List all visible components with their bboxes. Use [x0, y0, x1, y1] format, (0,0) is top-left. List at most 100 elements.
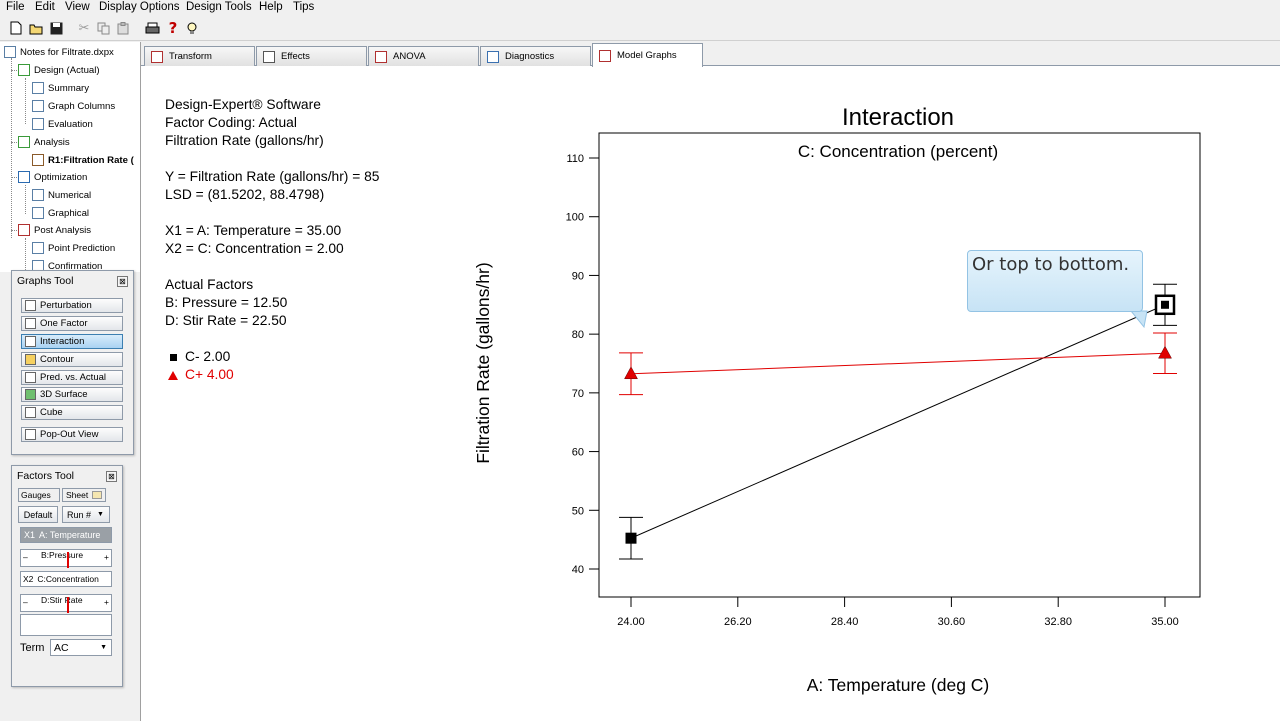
- x1-temperature-row[interactable]: X1 A: Temperature: [20, 527, 112, 543]
- tree-item-post-analysis[interactable]: Post Analysis: [18, 222, 91, 238]
- x-tick-label: 32.80: [1044, 616, 1072, 628]
- pressure-slider-handle[interactable]: [67, 552, 69, 568]
- cube-icon: [25, 407, 36, 418]
- y-tick-label: 60: [572, 447, 584, 459]
- tree-item-graph-columns[interactable]: Graph Columns: [32, 98, 115, 114]
- perturbation-button[interactable]: Perturbation: [21, 298, 123, 313]
- interaction-chart: Interaction C: Concentration (percent) A: …: [473, 104, 1201, 695]
- sheet-tab[interactable]: Sheet: [62, 488, 106, 502]
- data-point: [1158, 345, 1172, 359]
- tree-item-point-prediction[interactable]: Point Prediction: [32, 240, 115, 256]
- tree-item-optimization[interactable]: Optimization: [18, 169, 87, 185]
- save-icon[interactable]: [48, 20, 64, 36]
- menu-design-tools[interactable]: Design Tools: [186, 1, 252, 13]
- info-line: B: Pressure = 12.50: [165, 295, 288, 310]
- triangle-marker-icon: [168, 370, 178, 380]
- x-tick-label: 30.60: [938, 616, 966, 628]
- pressure-slider[interactable]: – B:Pressure +: [20, 549, 112, 568]
- paste-icon[interactable]: [116, 20, 132, 36]
- info-line: Actual Factors: [165, 277, 254, 292]
- help-icon[interactable]: ?: [168, 19, 178, 37]
- series-line: [630, 304, 1166, 539]
- tab-bar: Transform Effects ANOVA Diagnostics Mode…: [141, 42, 1280, 67]
- main-panel: Transform Effects ANOVA Diagnostics Mode…: [140, 42, 1280, 721]
- info-line: X1 = A: Temperature = 35.00: [165, 223, 342, 238]
- factor-blank-field: [20, 614, 112, 636]
- one-factor-button[interactable]: One Factor: [21, 316, 123, 331]
- run-number-dropdown[interactable]: Run # ▼: [62, 506, 110, 523]
- x2-concentration-row[interactable]: X2 C:Concentration: [20, 571, 112, 587]
- effects-icon: [263, 50, 275, 63]
- graphical-icon: [32, 207, 44, 219]
- tree-item-design[interactable]: Design (Actual): [18, 62, 100, 78]
- chevron-down-icon: ▼: [97, 511, 104, 518]
- y-tick-label: 100: [566, 212, 584, 224]
- term-label: Term: [20, 642, 45, 654]
- tab-model-graphs[interactable]: Model Graphs: [592, 43, 703, 67]
- 3d-surface-button[interactable]: 3D Surface: [21, 387, 123, 402]
- info-line: D: Stir Rate = 22.50: [165, 313, 287, 328]
- default-button[interactable]: Default: [18, 506, 58, 523]
- term-dropdown[interactable]: AC ▼: [50, 639, 112, 656]
- factors-tool-title: Factors Tool: [17, 470, 74, 482]
- open-folder-icon[interactable]: [28, 20, 44, 36]
- interaction-button[interactable]: Interaction: [21, 334, 123, 349]
- tree-root-notes[interactable]: Notes for Filtrate.dxpx: [4, 44, 114, 60]
- tab-effects[interactable]: Effects: [256, 46, 367, 66]
- y-tick-label: 50: [572, 505, 584, 517]
- contour-button[interactable]: Contour: [21, 352, 123, 367]
- tree-item-graphical[interactable]: Graphical: [32, 205, 89, 221]
- menu-help[interactable]: Help: [259, 1, 283, 13]
- tree-item-confirmation[interactable]: Confirmation: [32, 258, 102, 272]
- pred-vs-actual-button[interactable]: Pred. vs. Actual: [21, 370, 123, 385]
- factors-tool-panel: Factors Tool ⊠ Gauges Sheet Default Run …: [11, 465, 123, 687]
- menu-view[interactable]: View: [65, 1, 90, 13]
- menu-display-options[interactable]: Display Options: [99, 1, 180, 13]
- menu-file[interactable]: File: [6, 1, 25, 13]
- perturbation-icon: [25, 300, 36, 311]
- copy-icon[interactable]: [96, 20, 112, 36]
- one-factor-icon: [25, 318, 36, 329]
- cut-icon[interactable]: ✂: [78, 20, 90, 36]
- close-icon[interactable]: ⊠: [117, 276, 128, 287]
- tab-diagnostics[interactable]: Diagnostics: [480, 46, 591, 66]
- tree-item-numerical[interactable]: Numerical: [32, 187, 91, 203]
- new-file-icon[interactable]: [8, 20, 24, 36]
- cube-button[interactable]: Cube: [21, 405, 123, 420]
- chart-subtitle: C: Concentration (percent): [798, 142, 998, 161]
- gauges-tab[interactable]: Gauges: [18, 488, 60, 502]
- tip-bulb-icon[interactable]: [184, 20, 200, 36]
- data-point: [1161, 300, 1169, 309]
- x-tick-label: 24.00: [617, 616, 645, 628]
- data-point: [624, 366, 638, 380]
- y-tick-label: 90: [572, 270, 584, 282]
- tab-anova[interactable]: ANOVA: [368, 46, 479, 66]
- tab-transform[interactable]: Transform: [144, 46, 255, 66]
- x-axis-label: A: Temperature (deg C): [807, 675, 990, 695]
- navigation-tree: Notes for Filtrate.dxpx Design (Actual) …: [0, 42, 140, 272]
- info-line: Filtration Rate (gallons/hr): [165, 133, 324, 148]
- menu-edit[interactable]: Edit: [35, 1, 55, 13]
- tree-item-summary[interactable]: Summary: [32, 80, 89, 96]
- menu-tips[interactable]: Tips: [293, 1, 315, 13]
- analysis-icon: [18, 136, 30, 148]
- tree-item-analysis[interactable]: Analysis: [18, 134, 70, 150]
- 3d-surface-icon: [25, 389, 36, 400]
- x-tick-label: 26.20: [724, 616, 752, 628]
- stir-rate-slider-handle[interactable]: [67, 597, 69, 613]
- print-icon[interactable]: [144, 20, 160, 36]
- graphs-tool-panel: Graphs Tool ⊠ Perturbation One Factor In…: [11, 270, 134, 455]
- tree-item-r1-filtration-rate[interactable]: R1:Filtration Rate (: [32, 152, 134, 168]
- graph-info-text: Design-Expert® Software Factor Coding: A…: [165, 96, 379, 384]
- tree-item-evaluation[interactable]: Evaluation: [32, 116, 93, 132]
- close-icon[interactable]: ⊠: [106, 471, 117, 482]
- pop-out-view-button[interactable]: Pop-Out View: [21, 427, 123, 442]
- chart-title: Interaction: [842, 104, 954, 131]
- info-line: Factor Coding: Actual: [165, 115, 297, 130]
- toolbar: ✂ ?: [0, 17, 1280, 41]
- pred-vs-actual-icon: [25, 372, 36, 383]
- menu-bar: File Edit View Display Options Design To…: [0, 0, 1280, 16]
- stir-rate-slider[interactable]: – D:Stir Rate +: [20, 594, 112, 613]
- data-point: [625, 532, 637, 544]
